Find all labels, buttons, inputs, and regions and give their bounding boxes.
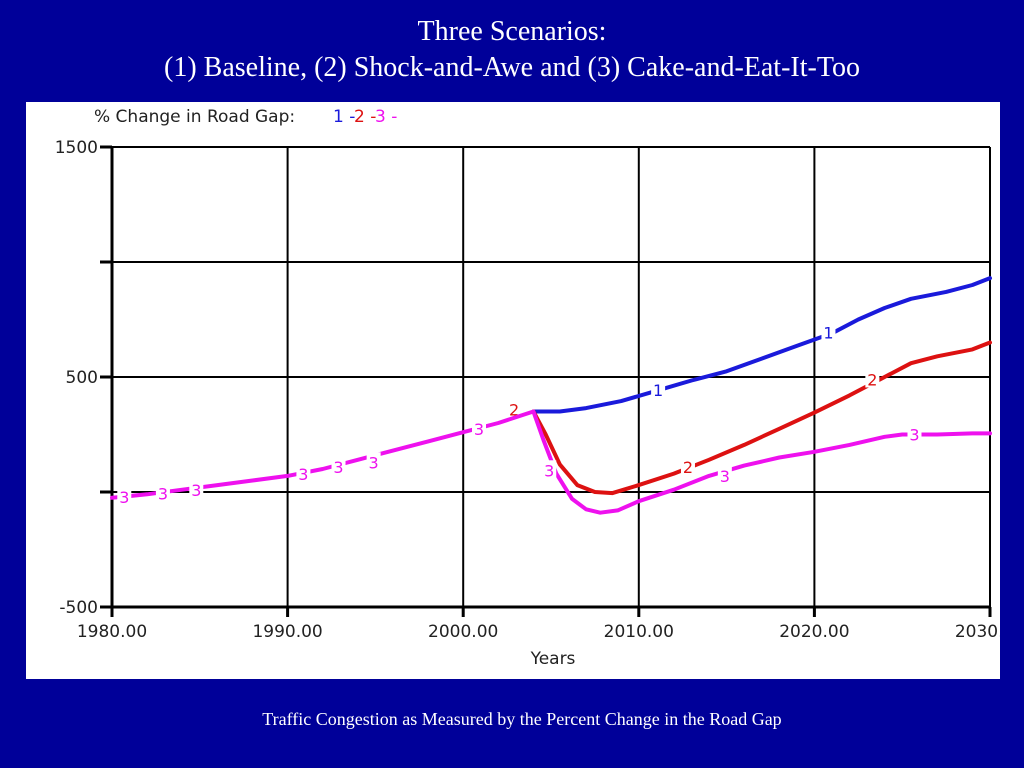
series-line [531, 340, 992, 496]
series-marker: 1 [823, 323, 833, 342]
series-line [110, 409, 992, 515]
y-tick-label: 1500 [55, 138, 98, 158]
x-axis-label: Years [530, 649, 576, 669]
series-marker-bg [507, 399, 522, 418]
x-tick-label: 2020.00 [779, 622, 849, 642]
series-marker-bg [331, 456, 346, 475]
x-tick-label: 2030.00 [955, 622, 1000, 642]
chart-grid [111, 146, 991, 608]
series-marker: 3 [333, 458, 343, 477]
series-marker-bg [472, 418, 487, 437]
legend-entry: 3 - [375, 107, 397, 127]
legend-entry: 1 - [333, 107, 355, 127]
series-marker: 3 [298, 465, 308, 484]
series-marker-bg [296, 463, 311, 482]
series-marker: 2 [683, 458, 693, 477]
series-marker: 3 [909, 426, 919, 445]
chart-legend: % Change in Road Gap: 1 -2 -3 - [94, 107, 397, 127]
series-marker-bg [717, 466, 732, 485]
road-gap-chart: % Change in Road Gap: 1 -2 -3 - 1500 500 -… [55, 107, 1000, 669]
slide-title: Three Scenarios: (1) Baseline, (2) Shock… [0, 14, 1024, 86]
slide-title-line-1: Three Scenarios: [417, 16, 607, 47]
series-line [531, 276, 992, 414]
chart-panel: % Change in Road Gap: 1 -2 -3 - 1500 500 -… [26, 102, 1000, 679]
legend-entries: 1 -2 -3 - [333, 107, 397, 127]
chart-series: 1 1 2 2 2 3 3 3 3 3 3 3 3 3 3 [110, 276, 992, 515]
series-marker: 3 [474, 420, 484, 439]
series-marker: 2 [509, 400, 519, 419]
series-marker-bg [189, 479, 204, 498]
series-marker-bg [542, 460, 557, 479]
chart-axes: 1500 500 -500 1980.00 1990.00 2000.00 2010.00 2… [55, 138, 1000, 642]
series-marker: 3 [119, 488, 129, 507]
series-marker: 3 [158, 484, 168, 503]
series-marker-bg [366, 452, 381, 471]
series-marker: 3 [191, 481, 201, 500]
series-marker-bg [907, 424, 922, 443]
y-tick-label: 500 [66, 368, 98, 388]
slide-title-line-2: (1) Baseline, (2) Shock-and-Awe and (3) … [164, 52, 860, 83]
legend-entry: 2 - [354, 107, 376, 127]
chart-title: % Change in Road Gap: [94, 107, 295, 127]
series-marker-bg [821, 322, 836, 341]
series-marker: 3 [544, 461, 554, 480]
series-marker: 3 [369, 453, 379, 472]
x-tick-label: 1980.00 [77, 622, 147, 642]
series-marker-bg [865, 369, 880, 388]
slide-caption: Traffic Congestion as Measured by the Pe… [262, 709, 782, 729]
series-marker-bg [651, 379, 666, 398]
series-marker-bg [117, 486, 132, 505]
x-tick-label: 2000.00 [428, 622, 498, 642]
series-marker: 1 [653, 381, 663, 400]
series-marker: 3 [720, 467, 730, 486]
x-tick-label: 2010.00 [604, 622, 674, 642]
y-tick-label: -500 [59, 598, 98, 618]
series-marker-bg [680, 456, 695, 475]
series-marker-bg [155, 483, 170, 502]
series-marker: 2 [867, 370, 877, 389]
x-tick-label: 1990.00 [252, 622, 322, 642]
